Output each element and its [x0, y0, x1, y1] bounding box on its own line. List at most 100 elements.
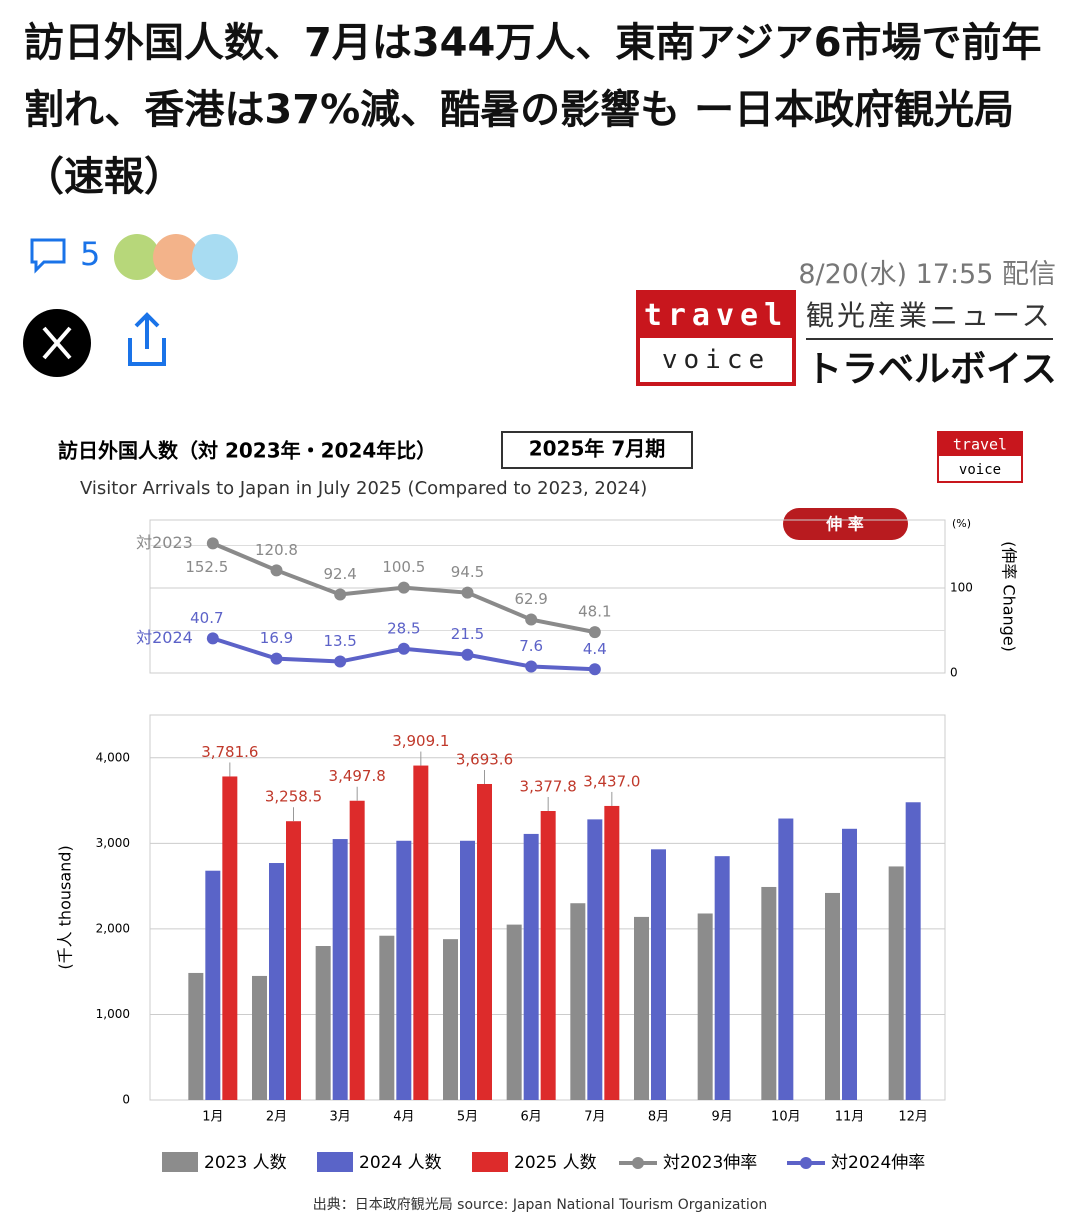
- logo: travel voice: [636, 290, 796, 386]
- data-label: 40.7: [190, 609, 223, 627]
- comment-button[interactable]: 5: [28, 235, 138, 280]
- data-label: 48.1: [578, 603, 611, 621]
- point: [206, 537, 219, 550]
- site-sub: 観光産業ニュース: [806, 294, 1053, 340]
- bar: [413, 765, 429, 1100]
- legend-swatch: [317, 1152, 353, 1172]
- data-label: 7.6: [519, 637, 543, 655]
- badge: [783, 508, 908, 540]
- logo-bottom: voice: [661, 345, 771, 375]
- bar: [269, 863, 284, 1100]
- bar: [540, 811, 556, 1100]
- bar: [188, 972, 204, 1100]
- point: [588, 663, 601, 676]
- data-label: 28.5: [387, 619, 420, 637]
- data-label: 3,497.8: [329, 767, 386, 785]
- data-label: 62.9: [514, 590, 547, 608]
- bar: [570, 903, 586, 1100]
- bar: [778, 818, 794, 1100]
- series-label: 対2023: [136, 533, 193, 552]
- x-tick-label: 8月: [648, 1110, 669, 1125]
- point: [334, 588, 347, 601]
- legend-label: 2024 人数: [359, 1153, 442, 1173]
- share[interactable]: [122, 310, 172, 370]
- bar: [396, 840, 412, 1100]
- bar: [286, 821, 301, 1100]
- legend-label: 2023 人数: [204, 1153, 287, 1173]
- bar: [252, 975, 267, 1100]
- bar: [205, 870, 221, 1100]
- bar: [379, 935, 395, 1100]
- x-tick-label: 12月: [898, 1110, 928, 1125]
- bar: [349, 800, 365, 1100]
- x-tick-label: 4月: [393, 1110, 414, 1125]
- data-label: 3,377.8: [520, 778, 577, 796]
- x-share[interactable]: [22, 308, 92, 378]
- point: [270, 652, 283, 665]
- x-tick-label: 5月: [457, 1110, 478, 1125]
- period-box: [501, 431, 693, 469]
- reactions[interactable]: [112, 232, 242, 282]
- chart: 訪日外国人数（対 2023年・2024年比） 2025年 7月期 Visitor…: [56, 431, 1023, 1213]
- x-tick-label: 10月: [771, 1110, 801, 1125]
- data-label: 16.9: [260, 629, 293, 647]
- legend-label: 2025 人数: [514, 1153, 597, 1173]
- data-label: 152.5: [185, 558, 228, 576]
- y2-tick-label: 0: [950, 666, 958, 680]
- legend-dot: [800, 1157, 812, 1169]
- y-tick-label: 0: [122, 1093, 130, 1107]
- bar: [477, 783, 492, 1100]
- bar: [714, 856, 730, 1100]
- data-label: 4.4: [583, 640, 607, 658]
- data-label: 120.8: [255, 541, 298, 559]
- point: [397, 581, 410, 594]
- badge-text: 伸 率: [825, 515, 864, 534]
- bar: [888, 866, 904, 1100]
- bar: [332, 839, 348, 1100]
- date: 8/20(水) 17:55 配信: [798, 259, 1056, 290]
- chart-logo-top: travel: [953, 436, 1007, 454]
- bar: [443, 939, 458, 1100]
- bar: [315, 946, 331, 1100]
- headline: 訪日外国人数、7月は344万人、東南アジア6市場で前年割れ、香港は37%減、酷暑…: [24, 20, 1042, 200]
- y-tick-label: 4,000: [96, 750, 130, 764]
- x-tick-label: 3月: [330, 1110, 351, 1125]
- chart-subtitle: Visitor Arrivals to Japan in July 2025 (…: [80, 478, 647, 499]
- point: [525, 613, 538, 626]
- x-tick-label: 2月: [266, 1110, 287, 1125]
- point: [334, 655, 347, 668]
- y-tick-label: 2,000: [96, 921, 130, 935]
- bar: [523, 833, 539, 1100]
- chart-logo-top-bg: [938, 432, 1022, 456]
- data-label: 3,781.6: [201, 743, 258, 761]
- y2-tick-label: 100: [950, 581, 973, 595]
- y-label: (千人 thousand): [56, 845, 75, 969]
- data-label: 3,437.0: [583, 772, 640, 790]
- period: 2025年 7月期: [529, 437, 666, 461]
- site-name: トラベルボイス: [806, 349, 1057, 390]
- bar: [651, 849, 666, 1100]
- point: [397, 642, 410, 655]
- y-label: (伸率 Change): [1000, 541, 1019, 652]
- bar: [905, 802, 921, 1100]
- x-tick-label: 7月: [584, 1110, 605, 1125]
- legend-swatch: [162, 1152, 198, 1172]
- data-label: 3,909.1: [392, 732, 449, 750]
- x-tick-label: 11月: [835, 1110, 865, 1125]
- bar: [825, 892, 840, 1100]
- bar: [761, 886, 777, 1100]
- series-label: 対2024: [136, 628, 193, 647]
- point: [461, 648, 474, 661]
- comment-count: 5: [80, 236, 100, 273]
- data-label: 21.5: [451, 625, 484, 643]
- bar: [222, 776, 238, 1100]
- point: [588, 626, 601, 639]
- legend-swatch: [472, 1152, 508, 1172]
- data-label: 94.5: [451, 563, 484, 581]
- source: 出典：日本政府観光局 source: Japan National Touris…: [313, 1196, 768, 1213]
- bar: [604, 805, 620, 1100]
- bar: [697, 913, 713, 1100]
- legend-label: 対2024伸率: [831, 1153, 925, 1173]
- x-tick-label: 1月: [202, 1110, 223, 1125]
